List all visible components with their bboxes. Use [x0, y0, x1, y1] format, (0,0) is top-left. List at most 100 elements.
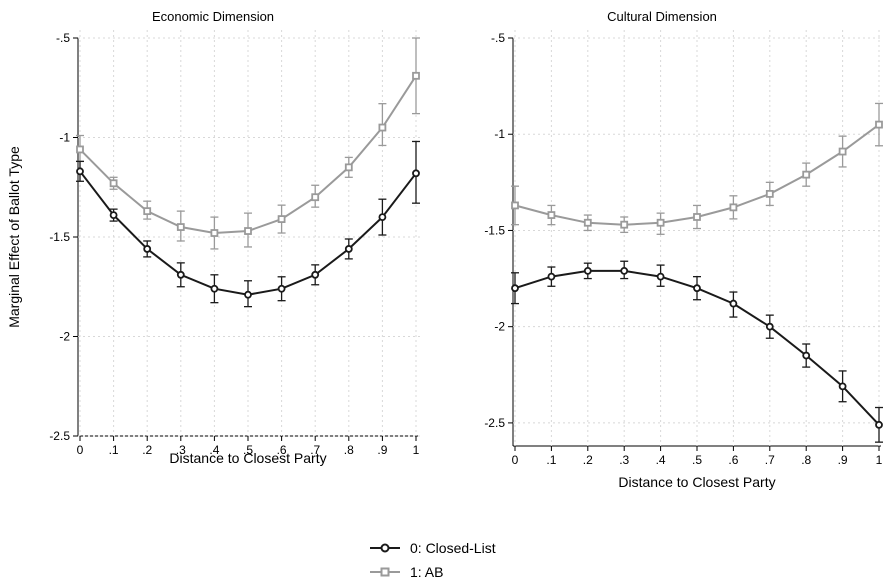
- data-point: [875, 120, 883, 129]
- x-tick-label: .8: [344, 443, 354, 457]
- x-tick-label: .2: [583, 453, 593, 467]
- data-point: [378, 213, 387, 222]
- data-point: [838, 382, 847, 391]
- x-axis-ticks: 0 .1 .2 .3 .4 .5 .6 .7 .8 .9 1: [77, 436, 420, 457]
- data-point: [511, 201, 519, 210]
- data-point: [656, 272, 665, 281]
- data-point: [412, 169, 420, 178]
- data-point: [875, 420, 883, 429]
- data-point: [802, 170, 811, 179]
- data-point: [76, 145, 84, 154]
- legend: 0: Closed-List 1: AB: [370, 540, 496, 580]
- x-tick-label: .7: [310, 443, 320, 457]
- plot-area: [78, 28, 426, 452]
- y-tick-label: -2.5: [49, 429, 70, 443]
- x-tick-label: .1: [109, 443, 119, 457]
- data-point: [277, 215, 286, 223]
- x-tick-label: .5: [692, 453, 702, 467]
- circle-marker-icon: [380, 543, 390, 553]
- y-tick-label: -.5: [56, 31, 70, 45]
- x-tick-label: .9: [377, 443, 387, 457]
- y-tick-label: -2: [59, 330, 70, 344]
- legend-item-ab: 1: AB: [370, 564, 443, 580]
- data-point: [378, 123, 387, 132]
- data-point: [547, 272, 556, 281]
- x-tick-label: .8: [801, 453, 811, 467]
- data-point: [547, 211, 556, 219]
- legend-label: 1: AB: [410, 564, 443, 580]
- data-point: [176, 270, 185, 279]
- y-axis-ticks: -.5 -1 -1.5 -2 -2.5: [484, 31, 513, 430]
- data-point: [838, 147, 847, 156]
- x-tick-label: .3: [619, 453, 629, 467]
- data-point: [729, 203, 738, 212]
- data-point: [620, 220, 629, 229]
- gridlines: [513, 30, 883, 446]
- y-tick-label: -1: [494, 127, 505, 141]
- x-tick-label: .7: [765, 453, 775, 467]
- x-tick-label: .9: [838, 453, 848, 467]
- x-tick-label: .6: [728, 453, 738, 467]
- x-tick-label: 1: [876, 453, 883, 467]
- panel-cultural-dimension: Cultural Dimension -.5 -1 -1.5 -2 -2.5 0 .1 .2…: [484, 9, 883, 490]
- data-point: [412, 71, 420, 80]
- series-layer: [76, 37, 420, 308]
- data-point: [620, 266, 629, 275]
- panel-title: Economic Dimension: [152, 9, 274, 24]
- x-tick-label: .3: [176, 443, 186, 457]
- x-tick-label: .2: [142, 443, 152, 457]
- data-point: [344, 163, 353, 172]
- x-tick-label: .4: [209, 443, 219, 457]
- y-axis-ticks: -.5 -1 -1.5 -2 -2.5: [49, 31, 78, 443]
- data-point: [109, 211, 118, 220]
- data-point: [311, 193, 320, 202]
- data-point: [583, 266, 592, 275]
- x-axis-ticks: 0 .1 .2 .3 .4 .5 .6 .7 .8 .9 1: [512, 446, 883, 467]
- y-tick-label: -.5: [491, 31, 505, 45]
- data-point: [583, 218, 592, 227]
- y-axis-title: Marginal Effect of Ballot Type: [6, 146, 22, 328]
- data-point: [344, 245, 353, 253]
- data-point: [210, 284, 219, 293]
- legend-item-closed-list: 0: Closed-List: [370, 540, 496, 556]
- x-tick-label: .1: [546, 453, 556, 467]
- y-tick-label: -1: [59, 131, 70, 145]
- panel-title: Cultural Dimension: [607, 9, 717, 24]
- x-tick-label: .6: [277, 443, 287, 457]
- x-tick-label: .5: [243, 443, 253, 457]
- data-point: [76, 167, 84, 176]
- y-tick-label: -2: [494, 320, 505, 334]
- x-axis-title: Distance to Closest Party: [169, 450, 326, 466]
- data-point: [277, 284, 286, 293]
- data-point: [765, 189, 774, 198]
- panel-economic-dimension: Economic Dimension -.5 -1 -1.5 -2 -2.5 0 .1 .2…: [6, 9, 426, 466]
- data-point: [656, 218, 665, 227]
- data-point: [802, 351, 811, 360]
- data-point: [143, 245, 152, 253]
- data-point: [311, 270, 320, 279]
- data-point: [244, 290, 252, 299]
- data-point: [765, 322, 774, 331]
- data-point: [244, 227, 252, 235]
- x-axis-title: Distance to Closest Party: [618, 474, 775, 490]
- y-tick-label: -1.5: [49, 230, 70, 244]
- x-tick-label: .4: [656, 453, 666, 467]
- data-point: [693, 284, 701, 293]
- square-marker-icon: [380, 567, 390, 577]
- y-tick-label: -1.5: [484, 223, 505, 237]
- data-point: [693, 213, 701, 221]
- y-tick-label: -2.5: [484, 416, 505, 430]
- data-point: [210, 229, 219, 237]
- x-tick-label: 0: [77, 443, 84, 457]
- data-point: [176, 223, 185, 231]
- data-point: [109, 179, 118, 188]
- data-point: [729, 299, 738, 308]
- series-layer: [511, 102, 883, 443]
- legend-label: 0: Closed-List: [410, 540, 496, 556]
- x-tick-label: 1: [413, 443, 420, 457]
- x-tick-label: 0: [512, 453, 519, 467]
- data-point: [511, 284, 519, 293]
- data-point: [143, 207, 152, 216]
